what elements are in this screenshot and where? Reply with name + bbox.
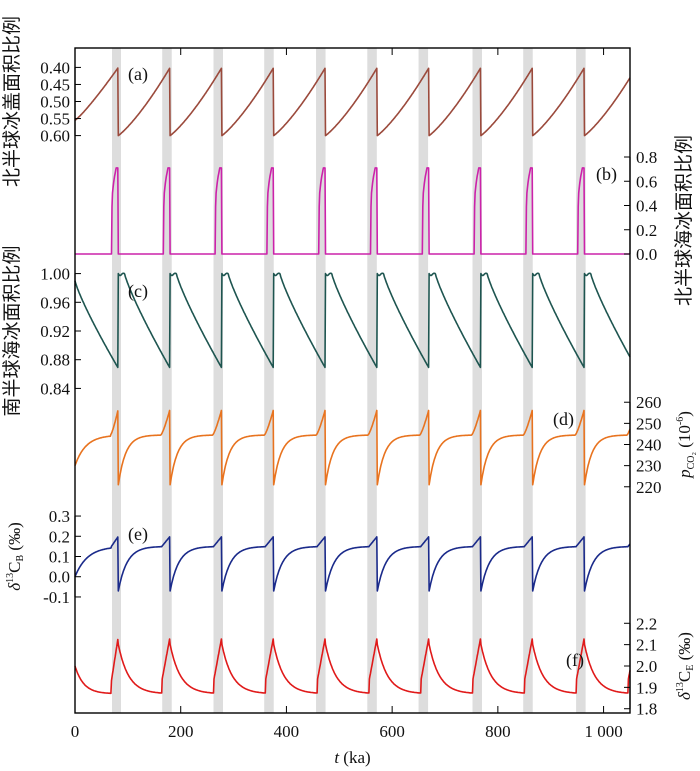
y-tick-label-a-1: 0.45 [40,75,70,94]
panel-a: 0.400.450.500.550.60 (a) 北半球冰盖面积比例 [1,16,631,187]
shaded-interval-7 [418,48,429,713]
shaded-interval-3 [213,48,223,713]
y-tick-label-a-3: 0.55 [40,110,70,129]
series-line-f [74,638,631,695]
x-tick-label-1: 200 [168,722,194,741]
ylabel-unit: (‰) [675,632,694,665]
y-tick-label-b-3: 0.6 [636,172,657,191]
y-tick-label-c-0: 0.84 [40,379,70,398]
y-axis-b: 0.0 0.2 0.4 0.6 0.8 [624,148,658,264]
panel-label-d: (d) [553,409,574,430]
ylabel-sub: B [15,555,26,562]
ylabel-var: δ [5,582,24,591]
x-tick-label-3: 600 [379,722,405,741]
y-axis-title-e: δ13CB (‰) [5,522,26,591]
plot-frame [74,47,631,714]
y-axis-title-d: pCO₂ (10-6) [675,411,697,479]
y-tick-label-f-0: 1.8 [636,700,657,719]
y-tick-label-e-3: 0.2 [49,527,70,546]
series-line-d [74,409,631,486]
shaded-interval-10 [576,48,586,713]
series-line-b [74,167,631,255]
y-axis-title-c: 南半球海冰面积比例 [1,245,23,416]
series-line-c [74,272,631,369]
y-axis-c: 0.84 0.88 0.92 0.96 1.00 [40,265,81,398]
shaded-interval-6 [367,48,377,713]
y-tick-label-f-2: 2.0 [636,657,657,676]
y-tick-label-a-2: 0.50 [40,93,70,112]
panel-c: 0.84 0.88 0.92 0.96 1.00 (c) 南半球海冰面积比例 [1,245,631,417]
y-tick-label-d-1: 230 [636,457,662,476]
panel-e: -0.10.00.1 0.20.3 (e) δ13CB (‰) [5,507,631,607]
series-line-a [74,67,631,137]
y-tick-label-b-1: 0.2 [636,221,657,240]
panel-b: 0.0 0.2 0.4 0.6 0.8 (b) 北半球海冰面积比例 [74,135,695,306]
ylabel-unit: (‰) [5,522,24,555]
y-tick-label-e-1: 0.0 [49,568,70,587]
shaded-interval-8 [472,48,482,713]
shaded-interval-9 [523,48,533,713]
panel-label-a: (a) [128,64,148,85]
y-tick-label-a-0: 0.40 [40,58,70,77]
ylabel-sub: E [685,665,696,671]
y-tick-label-c-1: 0.88 [40,351,70,370]
ylabel-unit-close: ) [675,411,694,417]
y-tick-label-a-4: 0.60 [40,127,70,146]
ylabel-base: C [675,671,694,682]
y-tick-label-b-0: 0.0 [636,245,657,264]
y-axis-f: 1.8 1.9 2.0 2.1 2.2 [624,614,657,719]
y-axis-d: 220 230 240 250 260 [624,393,662,497]
panel-label-c: (c) [128,281,148,302]
shaded-interval-1 [112,48,121,713]
termination-shading [112,48,586,713]
shaded-interval-5 [316,48,326,713]
y-tick-label-d-3: 250 [636,414,662,433]
y-tick-label-d-2: 240 [636,436,662,455]
y-tick-label-e-2: 0.1 [49,548,70,567]
ylabel-unit-sup: -6 [675,417,686,425]
series-line-e [74,536,631,592]
shaded-interval-2 [162,48,172,713]
ylabel-sup: 13 [675,682,686,692]
ylabel-sub: CO₂ [686,452,697,469]
y-axis-title-f: δ13CE (‰) [675,632,696,700]
y-tick-label-e-4: 0.3 [49,507,70,526]
panel-d: 220 230 240 250 260 (d) pCO₂ (10-6) [74,393,697,497]
panel-label-f: (f) [566,650,584,671]
shaded-interval-4 [264,48,274,713]
x-tick-label-5: 1 000 [584,722,622,741]
ylabel-unit: (10 [675,425,694,452]
x-axis-title-var: t [334,748,340,767]
y-tick-label-c-3: 0.96 [40,293,70,312]
x-tick-label-2: 400 [274,722,300,741]
panel-label-b: (b) [596,164,617,185]
ylabel-var: p [675,469,694,479]
y-tick-label-b-4: 0.8 [636,148,657,167]
x-axis-title-unit: (ka) [339,748,371,767]
y-tick-label-c-4: 1.00 [40,265,70,284]
y-tick-label-f-4: 2.2 [636,614,657,633]
y-axis-a: 0.400.450.500.550.60 [40,58,81,146]
ylabel-base: C [5,562,24,573]
y-tick-label-d-0: 220 [636,478,662,497]
panel-label-e: (e) [128,524,148,545]
y-tick-label-f-1: 1.9 [636,678,657,697]
y-tick-label-d-4: 260 [636,393,662,412]
y-axis-e: -0.10.00.1 0.20.3 [43,507,81,607]
panel-f: 1.8 1.9 2.0 2.1 2.2 (f) δ13CE (‰) [74,614,696,719]
ylabel-sup: 13 [5,573,16,583]
panel-stack: 0.400.450.500.550.60(a)北半球冰盖面积比例0.00.20.… [1,16,697,719]
y-tick-label-b-2: 0.4 [636,197,658,216]
y-axis-title-a: 北半球冰盖面积比例 [1,16,23,187]
y-tick-label-e-0: -0.1 [43,588,70,607]
y-tick-label-f-3: 2.1 [636,636,657,655]
y-tick-label-c-2: 0.92 [40,322,70,341]
ylabel-var: δ [675,691,694,700]
x-axis-title: t (ka) [334,748,370,767]
y-axis-title-b: 北半球海冰面积比例 [673,135,695,306]
x-tick-label-0: 0 [71,722,80,741]
x-tick-label-4: 800 [485,722,511,741]
x-axis: 0 200 400 600 800 1 000 t (ka) [71,48,623,767]
